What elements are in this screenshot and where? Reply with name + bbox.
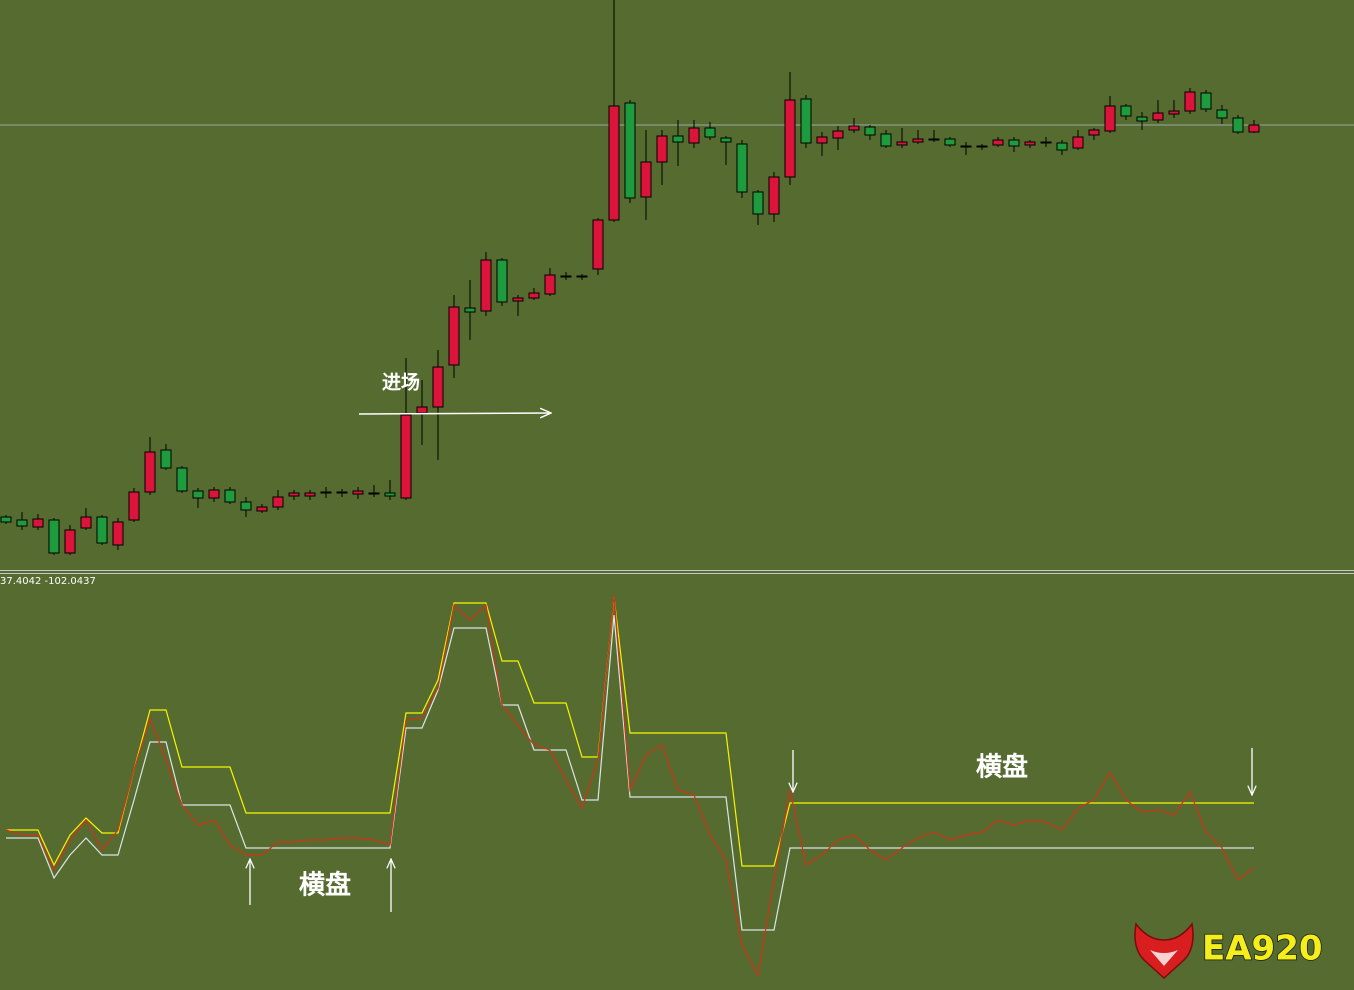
candle-body	[0, 516, 12, 523]
candle-body	[1040, 141, 1052, 144]
indicator-header: 37.4042 -102.0437	[0, 576, 96, 587]
candle-body	[784, 99, 796, 178]
candle-body	[512, 297, 524, 302]
candle-body	[544, 274, 556, 295]
candle-body	[16, 519, 28, 527]
candle-body	[320, 491, 332, 494]
candle-body	[928, 138, 940, 141]
candle-body	[864, 126, 876, 136]
indicator-line	[6, 596, 1254, 867]
candle-body	[1152, 112, 1164, 121]
candle-body	[1168, 110, 1180, 115]
candle-body	[160, 449, 172, 469]
candle-body	[656, 135, 668, 163]
candle-body	[448, 306, 460, 366]
candle-body	[432, 366, 444, 408]
candle-body	[1232, 117, 1244, 133]
candle-body	[912, 138, 924, 143]
candle-body	[208, 489, 220, 499]
candle-body	[496, 259, 508, 303]
price-panel	[0, 0, 1354, 555]
candle-body	[368, 492, 380, 495]
candle-body	[992, 139, 1004, 146]
candle-body	[1056, 142, 1068, 151]
logo: EA920	[1134, 922, 1323, 980]
candle-body	[768, 176, 780, 215]
candle-body	[32, 518, 44, 528]
candle-body	[1072, 136, 1084, 149]
candle-body	[960, 145, 972, 148]
candle-body	[480, 259, 492, 312]
logo-icon	[1134, 922, 1194, 980]
candle-body	[592, 219, 604, 270]
candle-body	[1216, 109, 1228, 119]
candle-body	[848, 125, 860, 131]
candle-body	[1008, 139, 1020, 147]
candle-body	[1136, 116, 1148, 122]
candle-body	[48, 519, 60, 554]
annotation: 横盘	[299, 870, 351, 901]
candle-body	[192, 490, 204, 499]
candle-body	[560, 275, 572, 278]
candle-body	[1248, 124, 1260, 133]
candle-body	[1024, 141, 1036, 146]
entry-arrow	[358, 413, 551, 414]
candle-body	[752, 191, 764, 215]
candle-body	[944, 138, 956, 146]
candle-body	[304, 492, 316, 497]
candle-body	[576, 275, 588, 278]
candle-body	[880, 133, 892, 147]
candle-body	[256, 506, 268, 512]
candle-body	[528, 292, 540, 299]
candle-body	[736, 143, 748, 193]
candle-body	[608, 105, 620, 221]
candle-body	[240, 501, 252, 511]
candle-body	[80, 516, 92, 529]
candle-body	[1088, 129, 1100, 136]
candle-body	[96, 516, 108, 544]
annotation: 横盘	[976, 752, 1028, 783]
logo-icon-detail	[1150, 950, 1178, 966]
candle-body	[1104, 105, 1116, 132]
candle-body	[128, 491, 140, 521]
candle-body	[624, 102, 636, 199]
candle-body	[144, 451, 156, 493]
candle-body	[896, 141, 908, 146]
candle-body	[976, 145, 988, 148]
candle-body	[640, 161, 652, 198]
candle-body	[352, 490, 364, 495]
candle-body	[336, 491, 348, 494]
candle-body	[288, 492, 300, 497]
candle-body	[112, 521, 124, 546]
candle-body	[800, 98, 812, 144]
candle-body	[1200, 92, 1212, 110]
candle-body	[688, 127, 700, 144]
candle-body	[64, 529, 76, 554]
candle-body	[704, 127, 716, 138]
candle-body	[384, 492, 396, 497]
candle-body	[224, 489, 236, 503]
indicator-panel	[5, 594, 1255, 977]
candle-body	[672, 135, 684, 143]
candle-body	[1184, 91, 1196, 112]
candle-body	[832, 130, 844, 139]
candle-body	[176, 467, 188, 492]
indicator-line	[6, 614, 1254, 931]
annotation: 进场	[382, 372, 420, 394]
indicator-line	[5, 594, 1255, 977]
logo-text: EA920	[1202, 929, 1323, 969]
candle-body	[720, 137, 732, 143]
candle-body	[816, 136, 828, 144]
candle-body	[272, 496, 284, 508]
candle-body	[416, 406, 428, 414]
candle-body	[464, 307, 476, 313]
candle-body	[400, 414, 412, 499]
candle-body	[1120, 105, 1132, 117]
